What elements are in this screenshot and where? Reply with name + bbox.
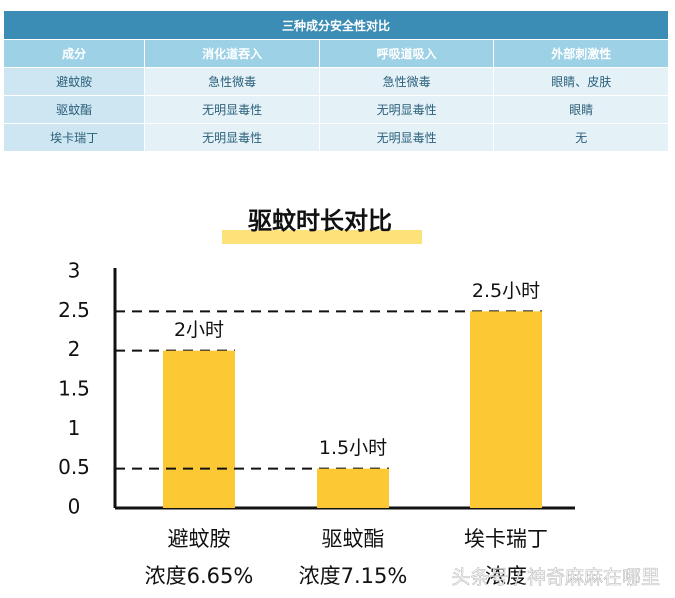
bar: [317, 468, 389, 508]
x-sub-label: 浓度: [485, 564, 527, 588]
y-tick-label: 2: [68, 337, 81, 361]
x-tick-label: 避蚊胺: [168, 527, 231, 551]
x-tick-label: 驱蚊酯: [322, 527, 385, 551]
cell: 无: [493, 123, 669, 152]
bar: [163, 350, 235, 508]
watermark: 头条号 / 神奇麻麻在哪里: [452, 567, 660, 589]
table-title: 三种成分安全性对比: [3, 10, 669, 40]
bar-annotation: 2.5小时: [472, 280, 540, 302]
y-tick-label: 0: [68, 495, 81, 519]
y-tick-label: 0.5: [58, 455, 90, 479]
y-tick-label: 1: [68, 416, 81, 440]
x-sub-label: 浓度6.65%: [145, 564, 254, 588]
safety-table: 三种成分安全性对比 成分 消化道吞入 呼吸道吸入 外部刺激性 避蚊胺 急性微毒 急性…: [2, 10, 669, 152]
header-cell: 外部刺激性: [493, 39, 669, 68]
x-tick-label: 埃卡瑞丁: [464, 527, 548, 551]
cell: 无明显毒性: [144, 123, 320, 152]
cell: 埃卡瑞丁: [2, 123, 146, 152]
cell: 急性微毒: [318, 67, 495, 96]
header-cell: 呼吸道吸入: [318, 39, 495, 68]
bar-annotation: 1.5小时: [319, 437, 387, 459]
x-sub-label: 浓度7.15%: [299, 564, 408, 588]
chart-title: 驱蚊时长对比: [248, 207, 392, 235]
cell: 眼睛、皮肤: [493, 67, 669, 96]
y-tick-label: 2.5: [58, 298, 90, 322]
y-tick-label: 1.5: [58, 377, 90, 401]
title-highlight: [222, 230, 422, 244]
bar: [470, 311, 542, 508]
cell: 驱蚊酯: [2, 95, 146, 124]
y-tick-label: 3: [68, 259, 81, 283]
cell: 无明显毒性: [144, 95, 320, 124]
cell: 避蚊胺: [2, 67, 146, 96]
cell: 无明显毒性: [318, 123, 495, 152]
cell: 急性微毒: [144, 67, 320, 96]
bar-annotation: 2小时: [174, 319, 224, 341]
